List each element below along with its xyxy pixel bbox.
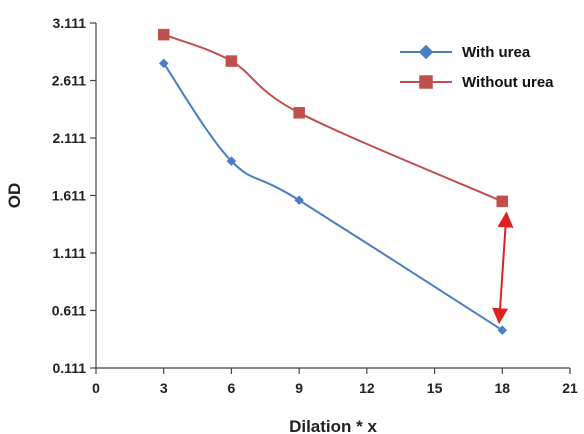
legend-label-with-urea: With urea (462, 44, 531, 61)
data-point-without-urea (496, 195, 509, 208)
data-point-with-urea (497, 325, 508, 336)
x-tick-label: 12 (359, 380, 375, 396)
y-tick-label: 2.111 (53, 130, 87, 146)
difference-arrow (492, 211, 514, 325)
x-tick-label: 3 (160, 380, 168, 396)
legend-marker-without-urea (419, 75, 433, 89)
legend-marker-with-urea (418, 44, 434, 60)
x-axis-title: Dilation * x (289, 417, 377, 434)
series-line-with-urea (162, 62, 503, 332)
y-axis-title: OD (5, 183, 24, 209)
data-point-without-urea (293, 107, 305, 119)
y-tick-label: 1.611 (52, 188, 86, 204)
legend-label-without-urea: Without urea (462, 74, 554, 91)
y-tick-label: 2.611 (52, 73, 86, 89)
y-tick-label: 3.111 (53, 15, 87, 31)
series-line-without-urea (163, 33, 503, 203)
x-tick-label: 0 (92, 380, 100, 396)
x-tick-label: 15 (427, 380, 443, 396)
y-tick-label: 0.111 (53, 360, 87, 376)
data-point-with-urea (158, 58, 169, 69)
y-tick-label: 1.111 (53, 245, 87, 261)
x-tick-label: 21 (562, 380, 578, 396)
y-tick-label: 0.611 (52, 303, 86, 319)
x-tick-label: 18 (494, 380, 510, 396)
x-tick-label: 6 (228, 380, 236, 396)
data-point-with-urea (226, 156, 237, 166)
x-tick-label: 9 (295, 380, 303, 396)
data-point-with-urea (294, 195, 304, 206)
data-point-without-urea (157, 28, 170, 41)
data-point-without-urea (225, 55, 238, 67)
